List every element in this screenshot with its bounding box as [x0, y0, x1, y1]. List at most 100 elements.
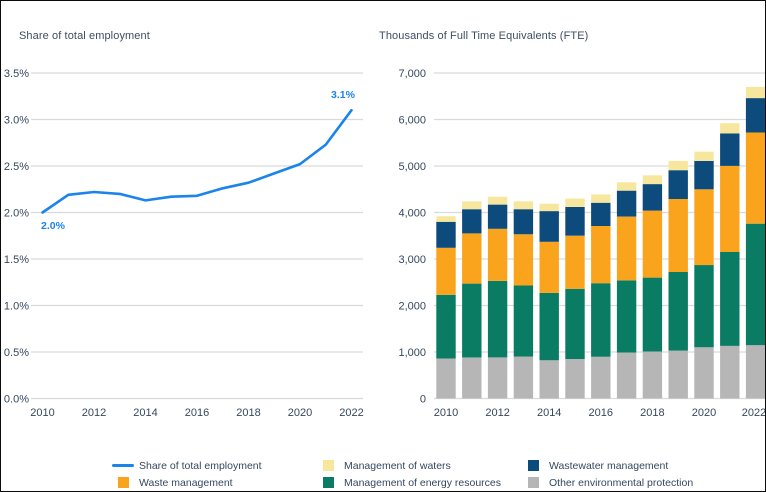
- legend: Share of total employment Waste manageme…: [1, 457, 765, 491]
- bar-segment-2019-waste-management: [668, 199, 688, 272]
- bar-segment-2019-other-environmental-protection: [668, 350, 688, 399]
- x-tick-label: 2020: [692, 407, 716, 419]
- bar-segment-2013-management-of-energy-resources: [513, 285, 534, 357]
- x-tick-label: 2020: [288, 407, 312, 419]
- y-tick-label: 0.0%: [4, 394, 29, 406]
- bar-segment-2018-management-of-energy-resources: [642, 277, 663, 352]
- bar-segment-2019-management-of-energy-resources: [668, 272, 688, 351]
- y-tick-label: 4,000: [398, 208, 426, 220]
- x-tick-label: 2018: [640, 407, 664, 419]
- legend-item-label: Waste management: [139, 476, 233, 489]
- legend-item-label: Share of total employment: [139, 459, 262, 472]
- wastewater-management-swatch: [528, 460, 539, 471]
- bar-segment-2021-wastewater-management: [720, 133, 740, 166]
- bar-segment-2012-other-environmental-protection: [487, 357, 508, 399]
- bar-segment-2018-other-environmental-protection: [642, 351, 663, 399]
- x-tick-label: 2022: [339, 407, 363, 419]
- y-tick-label: 5,000: [398, 161, 426, 173]
- y-tick-label: 7,000: [398, 68, 426, 80]
- bar-segment-2012-wastewater-management: [487, 204, 508, 229]
- bar-segment-2022-other-environmental-protection: [745, 345, 765, 399]
- bar-segment-2015-other-environmental-protection: [565, 359, 585, 399]
- bar-segment-2011-wastewater-management: [462, 209, 482, 234]
- legend-item-wastewater-management: Wastewater management: [528, 457, 693, 474]
- legend-swatch-area: [323, 460, 344, 471]
- waste-management-swatch: [118, 477, 129, 488]
- y-tick-label: 1.5%: [4, 254, 29, 266]
- bar-segment-2016-waste-management: [591, 226, 611, 284]
- bar-segment-2022-waste-management: [745, 132, 765, 224]
- bar-segment-2016-wastewater-management: [591, 202, 611, 226]
- legend-column: Share of total employment Waste manageme…: [112, 457, 262, 491]
- x-tick-label: 2016: [185, 407, 209, 419]
- bar-segment-2010-other-environmental-protection: [436, 358, 456, 399]
- bar-segment-2020-management-of-waters: [694, 151, 714, 161]
- bar-segment-2018-wastewater-management: [642, 184, 663, 211]
- bar-segment-2012-management-of-waters: [487, 196, 508, 205]
- bar-segment-2012-waste-management: [487, 228, 508, 281]
- management-of-energy-resources-swatch: [323, 477, 334, 488]
- y-tick-label: 3,000: [398, 254, 426, 266]
- bar-segment-2020-wastewater-management: [694, 160, 714, 190]
- bar-segment-2016-other-environmental-protection: [591, 356, 611, 399]
- x-tick-label: 2018: [236, 407, 260, 419]
- bar-segment-2013-waste-management: [513, 234, 534, 286]
- bar-segment-2015-waste-management: [565, 235, 585, 289]
- bar-segment-2019-wastewater-management: [668, 170, 688, 199]
- bar-segment-2020-other-environmental-protection: [694, 347, 714, 399]
- y-tick-label: 3.5%: [4, 68, 29, 80]
- bar-segment-2021-other-environmental-protection: [720, 346, 740, 399]
- bar-segment-2019-management-of-waters: [668, 160, 688, 171]
- legend-swatch-area: [323, 477, 344, 488]
- bar-segment-2022-management-of-energy-resources: [745, 223, 765, 346]
- bar-segment-2010-management-of-waters: [436, 216, 456, 222]
- x-tick-label: 2022: [742, 407, 766, 419]
- legend-item-label: Wastewater management: [549, 459, 669, 472]
- legend-item-label: Other environmental protection: [549, 476, 694, 489]
- x-tick-label: 2016: [589, 407, 613, 419]
- legend-item-share-of-total-employment: Share of total employment: [112, 457, 262, 474]
- y-tick-label: 6,000: [398, 115, 426, 127]
- bar-segment-2022-wastewater-management: [745, 98, 765, 133]
- bar-segment-2016-management-of-waters: [591, 194, 611, 203]
- line-start-data-label: 2.0%: [41, 220, 66, 232]
- bar-segment-2015-wastewater-management: [565, 206, 585, 236]
- x-tick-label: 2012: [82, 407, 106, 419]
- line-end-data-label: 3.1%: [331, 89, 356, 101]
- x-tick-label: 2010: [30, 407, 54, 419]
- y-tick-label: 0: [420, 394, 426, 406]
- bar-segment-2010-wastewater-management: [436, 221, 456, 248]
- legend-item-label: Management of waters: [344, 459, 451, 472]
- bar-segment-2018-waste-management: [642, 210, 663, 278]
- management-of-waters-swatch: [323, 460, 334, 471]
- bar-segment-2014-other-environmental-protection: [539, 360, 559, 399]
- bar-segment-2020-waste-management: [694, 189, 714, 266]
- bar-segment-2017-wastewater-management: [616, 190, 637, 217]
- other-environmental-protection-swatch: [528, 477, 539, 488]
- bar-segment-2017-management-of-waters: [616, 182, 637, 191]
- legend-item-other-environmental-protection: Other environmental protection: [528, 474, 693, 491]
- bar-segment-2012-management-of-energy-resources: [487, 280, 508, 358]
- legend-column: Management of waters Management of energ…: [323, 457, 501, 491]
- bar-segment-2013-wastewater-management: [513, 209, 534, 235]
- bar-segment-2016-management-of-energy-resources: [591, 283, 611, 357]
- x-tick-label: 2014: [133, 407, 157, 419]
- x-tick-label: 2014: [537, 407, 561, 419]
- legend-item-waste-management: Waste management: [112, 474, 262, 491]
- bar-chart-title: Thousands of Full Time Equivalents (FTE): [379, 30, 589, 42]
- bar-segment-2015-management-of-energy-resources: [565, 288, 585, 359]
- legend-swatch-area: [528, 477, 549, 488]
- bar-segment-2014-waste-management: [539, 241, 559, 293]
- legend-swatch-area: [112, 477, 139, 488]
- line-chart-title: Share of total employment: [19, 30, 150, 42]
- y-tick-label: 1,000: [398, 347, 426, 359]
- bar-segment-2017-management-of-energy-resources: [616, 280, 637, 353]
- bar-segment-2021-waste-management: [720, 166, 740, 252]
- bar-segment-2013-management-of-waters: [513, 201, 534, 210]
- bar-segment-2020-management-of-energy-resources: [694, 265, 714, 348]
- y-tick-label: 2.0%: [4, 208, 29, 220]
- legend-swatch-area: [528, 460, 549, 471]
- bar-segment-2011-other-environmental-protection: [462, 357, 482, 399]
